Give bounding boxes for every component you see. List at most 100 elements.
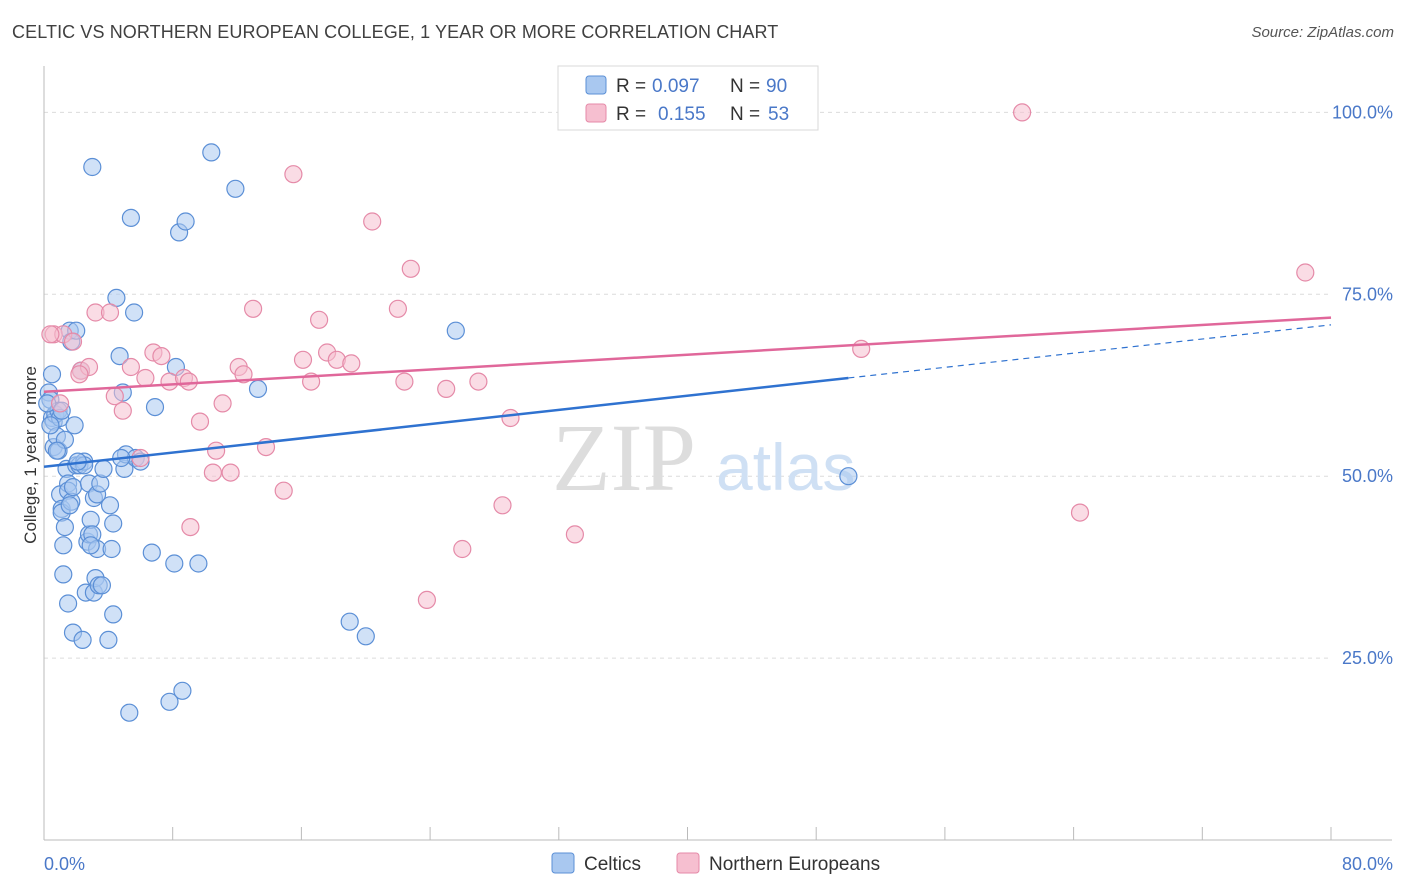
- watermark: ZIP atlas: [552, 404, 855, 511]
- data-point-blue: [55, 517, 75, 537]
- legend-n-label-2: N =: [730, 104, 760, 125]
- legend-r-label-2: R =: [616, 104, 646, 125]
- data-point-blue: [102, 539, 121, 559]
- data-point-blue: [340, 612, 359, 631]
- data-point-pink: [437, 379, 456, 398]
- data-point-pink: [136, 368, 155, 388]
- data-point-blue: [356, 627, 375, 646]
- y-tick-label: 25.0%: [1342, 648, 1393, 668]
- data-point-pink: [342, 354, 361, 373]
- data-point-blue: [226, 179, 245, 198]
- data-point-pink: [152, 347, 171, 366]
- data-point-blue: [839, 467, 858, 486]
- legend-n-label-1: N =: [730, 76, 760, 97]
- data-point-blue: [142, 543, 161, 562]
- data-point-pink: [493, 496, 512, 515]
- trend-line-extension-blue: [848, 324, 1332, 379]
- data-point-blue: [47, 441, 67, 460]
- data-point-pink: [284, 165, 303, 184]
- data-point-blue: [83, 157, 102, 177]
- watermark-zip: ZIP: [552, 404, 696, 511]
- data-point-pink: [190, 412, 210, 431]
- series-legend-swatch-celtics: [551, 852, 575, 874]
- data-point-blue: [65, 416, 84, 435]
- data-point-blue: [446, 321, 465, 340]
- data-point-blue: [104, 605, 123, 624]
- legend-n-value-1: 90: [766, 76, 787, 97]
- data-point-pink: [113, 401, 132, 420]
- data-point-pink: [207, 441, 226, 460]
- data-point-pink: [1012, 103, 1032, 122]
- data-point-blue: [120, 703, 139, 722]
- legend-r-value-1: 0.097: [652, 76, 700, 97]
- data-point-pink: [203, 463, 222, 482]
- data-point-pink: [121, 357, 140, 377]
- data-point-blue: [94, 459, 113, 478]
- data-point-blue: [73, 630, 92, 650]
- data-point-blue: [121, 208, 140, 227]
- data-point-blue: [173, 681, 192, 700]
- trend-lines: [43, 316, 1332, 468]
- data-point-blue: [60, 496, 79, 515]
- data-point-blue: [104, 514, 123, 533]
- axes: [43, 66, 1392, 841]
- data-point-pink: [310, 310, 329, 329]
- data-point-pink: [1070, 503, 1090, 522]
- scatter-points: [38, 103, 1315, 722]
- data-point-pink: [395, 372, 414, 391]
- data-point-blue: [92, 576, 112, 595]
- y-tick-label: 50.0%: [1342, 466, 1393, 486]
- data-point-blue: [125, 303, 144, 322]
- series-legend: Celtics Northern Europeans: [551, 852, 880, 875]
- x-tick-label: 80.0%: [1342, 854, 1393, 874]
- y-axis-label: College, 1 year or more: [21, 366, 40, 544]
- watermark-atlas: atlas: [716, 430, 855, 504]
- data-point-pink: [100, 303, 120, 322]
- data-point-pink: [417, 590, 436, 610]
- stats-legend: R = 0.097 N = 90 R = 0.155 N = 53: [557, 65, 819, 131]
- data-point-blue: [42, 365, 62, 384]
- data-point-pink: [469, 372, 488, 391]
- legend-swatch-celtics: [585, 75, 607, 95]
- data-point-pink: [50, 394, 70, 413]
- data-point-blue: [54, 536, 73, 555]
- data-point-blue: [165, 554, 184, 573]
- data-point-blue: [41, 416, 60, 435]
- y-tick-label: 75.0%: [1342, 284, 1393, 304]
- data-point-blue: [248, 379, 268, 398]
- data-point-blue: [58, 594, 78, 613]
- data-point-pink: [401, 259, 420, 278]
- data-point-blue: [100, 496, 120, 515]
- data-point-pink: [388, 299, 407, 318]
- data-point-pink: [852, 339, 871, 358]
- series-legend-swatch-northern: [676, 852, 700, 874]
- data-point-blue: [81, 536, 100, 555]
- trend-line-pink: [43, 316, 1332, 394]
- data-point-blue: [99, 630, 118, 650]
- tick-labels: 25.0% 50.0% 75.0% 100.0% 0.0% 80.0%: [44, 102, 1393, 874]
- data-point-pink: [363, 212, 382, 231]
- data-point-blue: [160, 692, 179, 711]
- source-label: Source: ZipAtlas.com: [1251, 24, 1394, 41]
- data-point-pink: [70, 365, 89, 384]
- data-point-blue: [145, 398, 165, 417]
- data-point-pink: [41, 325, 60, 344]
- data-point-pink: [181, 517, 200, 537]
- data-point-blue: [54, 565, 73, 584]
- data-point-pink: [221, 463, 240, 482]
- series-legend-northern: Northern Europeans: [709, 854, 880, 875]
- data-point-blue: [202, 143, 221, 162]
- y-tick-label: 100.0%: [1332, 102, 1393, 122]
- data-point-pink: [501, 408, 520, 428]
- legend-r-value-2: 0.155: [658, 104, 706, 125]
- data-point-blue: [176, 212, 195, 231]
- data-point-blue: [110, 347, 129, 366]
- data-point-pink: [274, 481, 293, 500]
- legend-swatch-northern: [585, 103, 607, 123]
- data-point-pink: [244, 299, 263, 318]
- legend-n-value-2: 53: [768, 104, 789, 125]
- series-legend-celtics: Celtics: [584, 854, 641, 875]
- data-point-pink: [234, 365, 253, 384]
- data-point-pink: [179, 372, 198, 391]
